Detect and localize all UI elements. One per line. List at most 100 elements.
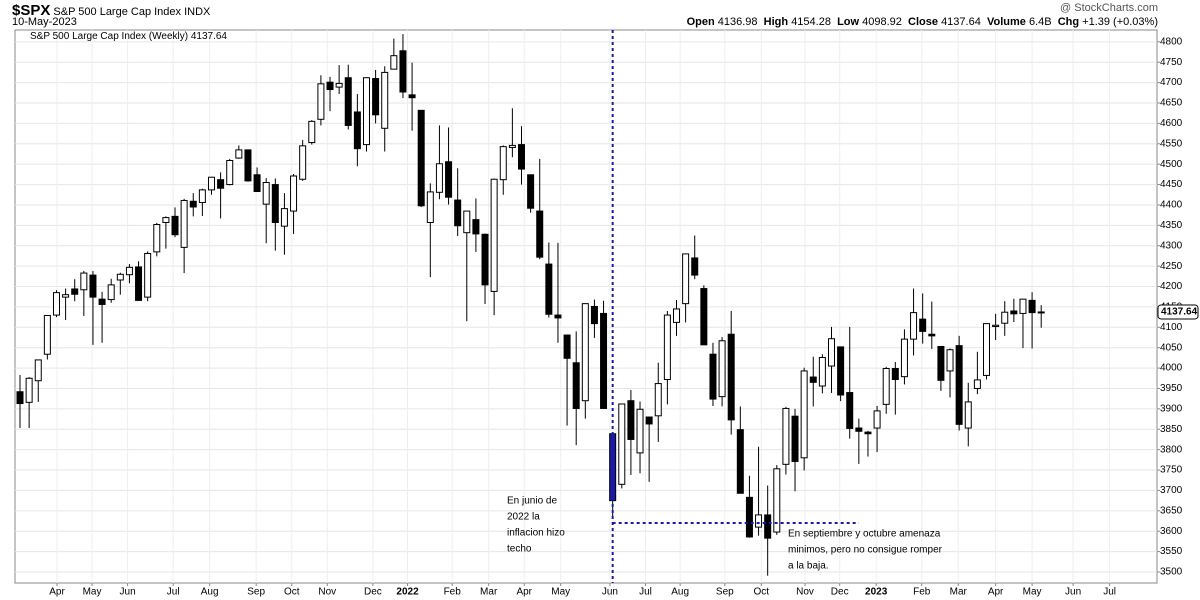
y-tick-label: 4750 bbox=[1160, 57, 1183, 68]
candle-body bbox=[672, 308, 680, 323]
candle-body bbox=[472, 219, 480, 235]
candle-body bbox=[700, 288, 708, 346]
x-tick-label: May bbox=[83, 587, 102, 598]
x-tick-label: Oct bbox=[754, 587, 770, 598]
candle-body bbox=[217, 179, 225, 189]
candle-body bbox=[691, 257, 699, 276]
y-tick-label: 3800 bbox=[1160, 444, 1183, 455]
stat-value: 4136.98 bbox=[717, 16, 758, 28]
candle-body bbox=[162, 217, 170, 223]
annotation: minimos, pero no consigue romper bbox=[788, 545, 943, 556]
candle-body bbox=[663, 314, 671, 380]
candle-body bbox=[408, 94, 416, 99]
candle-body bbox=[189, 200, 197, 208]
candle-body bbox=[709, 353, 717, 400]
y-tick-label: 3550 bbox=[1160, 546, 1183, 557]
y-tick-label: 4700 bbox=[1160, 77, 1183, 88]
candle-body bbox=[326, 81, 334, 91]
date: 10-May-2023 bbox=[12, 16, 77, 28]
candle-body bbox=[98, 298, 106, 305]
symbol: $SPX bbox=[12, 2, 51, 19]
candle-body bbox=[481, 233, 489, 286]
candle-body bbox=[508, 144, 516, 148]
y-tick-label: 4600 bbox=[1160, 118, 1183, 129]
candle-body bbox=[545, 263, 553, 315]
candle-body bbox=[1037, 311, 1045, 314]
candle-body bbox=[62, 294, 70, 298]
x-tick-label: Dec bbox=[364, 587, 382, 598]
candle-body bbox=[226, 160, 234, 186]
candle-body bbox=[882, 367, 890, 405]
stat-label: Volume bbox=[986, 16, 1026, 28]
price-tag: 4137.64 bbox=[1161, 307, 1198, 318]
y-tick-label: 3650 bbox=[1160, 505, 1183, 516]
x-tick-label: Apr bbox=[49, 587, 65, 598]
candle-body bbox=[955, 345, 963, 425]
candle-body bbox=[946, 349, 954, 372]
candle-body bbox=[353, 111, 361, 150]
candle-body bbox=[982, 323, 990, 376]
candle-body bbox=[745, 496, 753, 538]
candle-body bbox=[426, 191, 434, 223]
stat-value: +1.39 (+0.03%) bbox=[1082, 16, 1158, 28]
annotation: En junio de bbox=[507, 496, 557, 507]
stats: Open 4136.98 High 4154.28 Low 4098.92 Cl… bbox=[687, 16, 1158, 28]
stat-value: 6.4B bbox=[1028, 16, 1052, 28]
y-tick-label: 3600 bbox=[1160, 526, 1183, 537]
y-tick-label: 4050 bbox=[1160, 342, 1183, 353]
candle-body bbox=[344, 77, 352, 126]
x-tick-label: Oct bbox=[284, 587, 300, 598]
x-tick-label: Nov bbox=[318, 587, 336, 598]
candle-body bbox=[536, 210, 544, 258]
candle-body bbox=[125, 266, 133, 276]
x-tick-label: Jul bbox=[167, 587, 180, 598]
y-tick-label: 4550 bbox=[1160, 138, 1183, 149]
candle-body bbox=[764, 514, 772, 539]
header-left: $SPX S&P 500 Large Cap Index INDX bbox=[12, 2, 210, 19]
price-tag-box bbox=[1157, 304, 1199, 320]
y-tick-label: 3700 bbox=[1160, 485, 1183, 496]
candle-body bbox=[435, 163, 443, 193]
x-tick-label: Jul bbox=[639, 587, 652, 598]
candle-body bbox=[490, 178, 498, 292]
candle-body bbox=[736, 429, 744, 494]
candle-body bbox=[16, 391, 24, 405]
stat-label: Low bbox=[837, 16, 860, 28]
candle-body bbox=[928, 333, 936, 337]
candle-body bbox=[964, 401, 972, 429]
candle-body bbox=[937, 345, 945, 381]
candle-body bbox=[362, 77, 370, 146]
y-tick-label: 4400 bbox=[1160, 200, 1183, 211]
x-tick-label: Jul bbox=[1103, 587, 1116, 598]
y-tick-label: 4800 bbox=[1160, 36, 1183, 47]
candle-body bbox=[517, 144, 525, 170]
stat-value: 4098.92 bbox=[862, 16, 902, 28]
annotation: inflacion hizo bbox=[507, 528, 565, 539]
candle-body bbox=[71, 288, 79, 295]
y-tick-label: 3500 bbox=[1160, 567, 1183, 578]
candle-body bbox=[180, 199, 188, 248]
candle-body bbox=[791, 415, 799, 462]
index-name: S&P 500 Large Cap Index bbox=[53, 6, 182, 18]
candle-body bbox=[992, 324, 1000, 327]
candle-body bbox=[235, 149, 243, 159]
candle-body bbox=[262, 182, 270, 205]
y-tick-label: 4300 bbox=[1160, 240, 1183, 251]
stat-label: Open bbox=[686, 16, 715, 28]
x-tick-label: Nov bbox=[796, 587, 814, 598]
candle-body bbox=[253, 174, 261, 192]
annotation: 2022 la bbox=[507, 512, 540, 523]
candle-body bbox=[527, 174, 535, 209]
candle-body bbox=[873, 410, 881, 429]
candle-body bbox=[864, 431, 872, 435]
y-tick-label: 3750 bbox=[1160, 465, 1183, 476]
source: @ StockCharts.com bbox=[1060, 2, 1158, 14]
candle-body bbox=[89, 274, 97, 298]
candle-body bbox=[800, 370, 808, 459]
candle-body bbox=[855, 427, 863, 432]
candle-body bbox=[107, 284, 115, 301]
candle-body bbox=[25, 377, 33, 403]
x-tick-label: Feb bbox=[444, 587, 462, 598]
candle-body bbox=[43, 314, 51, 355]
exchange: INDX bbox=[184, 6, 211, 18]
